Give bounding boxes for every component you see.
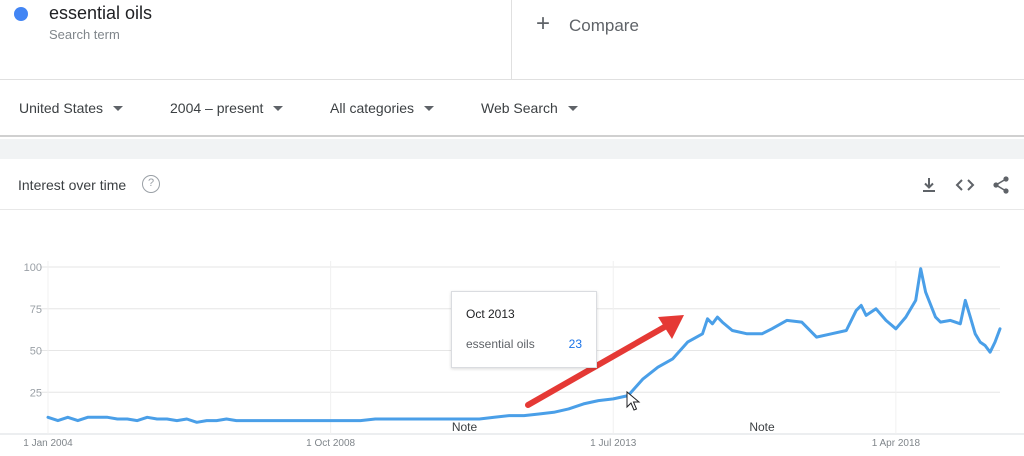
search-term-subtitle: Search term: [49, 27, 120, 42]
search-term-name[interactable]: essential oils: [49, 3, 153, 23]
note-label-1: Note: [749, 420, 775, 434]
card-title: Interest over time: [18, 177, 127, 193]
search-type-dropdown[interactable]: Web Search: [481, 100, 578, 116]
chevron-down-icon: [273, 105, 284, 111]
interest-over-time-header: Interest over time ?: [0, 160, 1024, 210]
tooltip-date: Oct 2013: [466, 307, 515, 321]
region-dropdown[interactable]: United States: [19, 100, 124, 116]
chart-gridlines: [0, 261, 1024, 435]
download-icon[interactable]: [918, 174, 940, 196]
region-label: United States: [19, 100, 104, 116]
mouse-cursor-icon: [626, 390, 641, 411]
x-tick-2: 1 Jul 2013: [590, 438, 637, 449]
help-icon[interactable]: ?: [142, 175, 160, 193]
time-range-label: 2004 – present: [170, 100, 264, 116]
plus-icon: +: [536, 10, 551, 37]
tooltip-series-name: essential oils: [466, 337, 535, 351]
x-tick-1: 1 Oct 2008: [306, 438, 355, 449]
category-dropdown[interactable]: All categories: [330, 100, 435, 116]
y-tick-75: 75: [30, 304, 42, 316]
tooltip-value: 23: [568, 337, 582, 351]
search-term-card[interactable]: essential oils Search term: [0, 0, 512, 80]
y-tick-50: 50: [30, 346, 42, 358]
data-point-tooltip: Oct 2013 essential oils 23: [451, 291, 597, 368]
compare-button[interactable]: + Compare: [512, 0, 1024, 80]
filter-bar: United States 2004 – present All categor…: [0, 81, 1024, 137]
note-label-0: Note: [452, 420, 478, 434]
x-tick-3: 1 Apr 2018: [872, 438, 921, 449]
share-icon[interactable]: [990, 174, 1012, 196]
chevron-down-icon: [113, 105, 124, 111]
annotation-arrow: [525, 315, 684, 408]
series-color-dot: [14, 7, 28, 21]
chevron-down-icon: [424, 105, 435, 111]
chart-notes: Note Note: [452, 420, 775, 434]
time-range-dropdown[interactable]: 2004 – present: [170, 100, 284, 116]
y-tick-25: 25: [30, 387, 42, 399]
search-type-label: Web Search: [481, 100, 558, 116]
series-line-essential-oils: [46, 267, 1002, 424]
y-tick-100: 100: [24, 262, 42, 274]
interest-over-time-chart[interactable]: 25 50 75 100 1 Jan 2004 1 Oct 2008 1 Jul 2013…: [0, 211, 1024, 456]
x-tick-0: 1 Jan 2004: [23, 438, 73, 449]
search-terms-bar: essential oils Search term + Compare: [0, 0, 1024, 80]
y-axis-tick-labels: 25 50 75 100: [24, 262, 42, 399]
embed-icon[interactable]: [954, 174, 976, 196]
chevron-down-icon: [567, 105, 578, 111]
compare-label: Compare: [569, 16, 639, 35]
section-gap: [0, 139, 1024, 159]
x-axis-tick-labels: 1 Jan 2004 1 Oct 2008 1 Jul 2013 1 Apr 2018: [23, 438, 920, 449]
category-label: All categories: [330, 100, 415, 116]
divider: [511, 0, 512, 80]
